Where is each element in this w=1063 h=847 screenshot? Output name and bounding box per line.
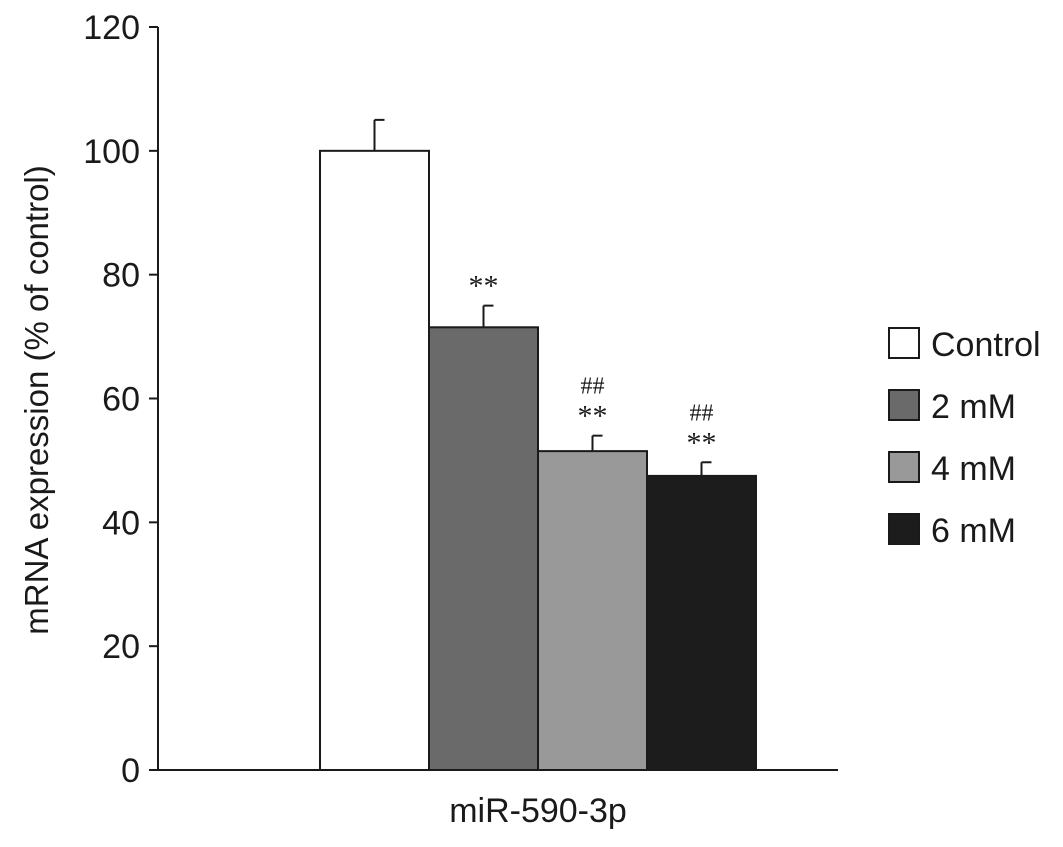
legend-label: 2 mM [931,388,1016,426]
significance-label: ** [687,426,717,459]
legend-label: 6 mM [931,512,1016,550]
legend-swatch [888,451,920,483]
significance-label: ** [578,400,608,433]
significance-label: ## [581,374,605,400]
legend-label: Control [931,326,1041,364]
legend-swatch [888,389,920,421]
bar-4 [646,474,757,771]
y-tick-label: 40 [102,504,140,542]
y-tick-label: 80 [102,257,140,295]
y-tick-label: 100 [83,133,140,171]
y-axis-title: mRNA expression (% of control) [18,165,55,635]
legend-label: 4 mM [931,450,1016,488]
x-category-label: miR-590-3p [449,792,627,830]
legend-swatch [888,513,920,545]
legend-swatch [888,327,920,359]
y-tick-label: 60 [102,381,140,419]
significance-label: ** [469,270,499,303]
significance-label: ## [690,400,714,426]
legend: Control 2 mM 4 mM 6 mM [888,326,1041,550]
y-tick-label: 120 [83,9,140,47]
bar-3 [537,450,648,771]
y-tick-label: 0 [121,752,140,790]
y-tick-label: 20 [102,628,140,666]
bar-2 [428,326,539,771]
bar-1 [319,149,430,772]
